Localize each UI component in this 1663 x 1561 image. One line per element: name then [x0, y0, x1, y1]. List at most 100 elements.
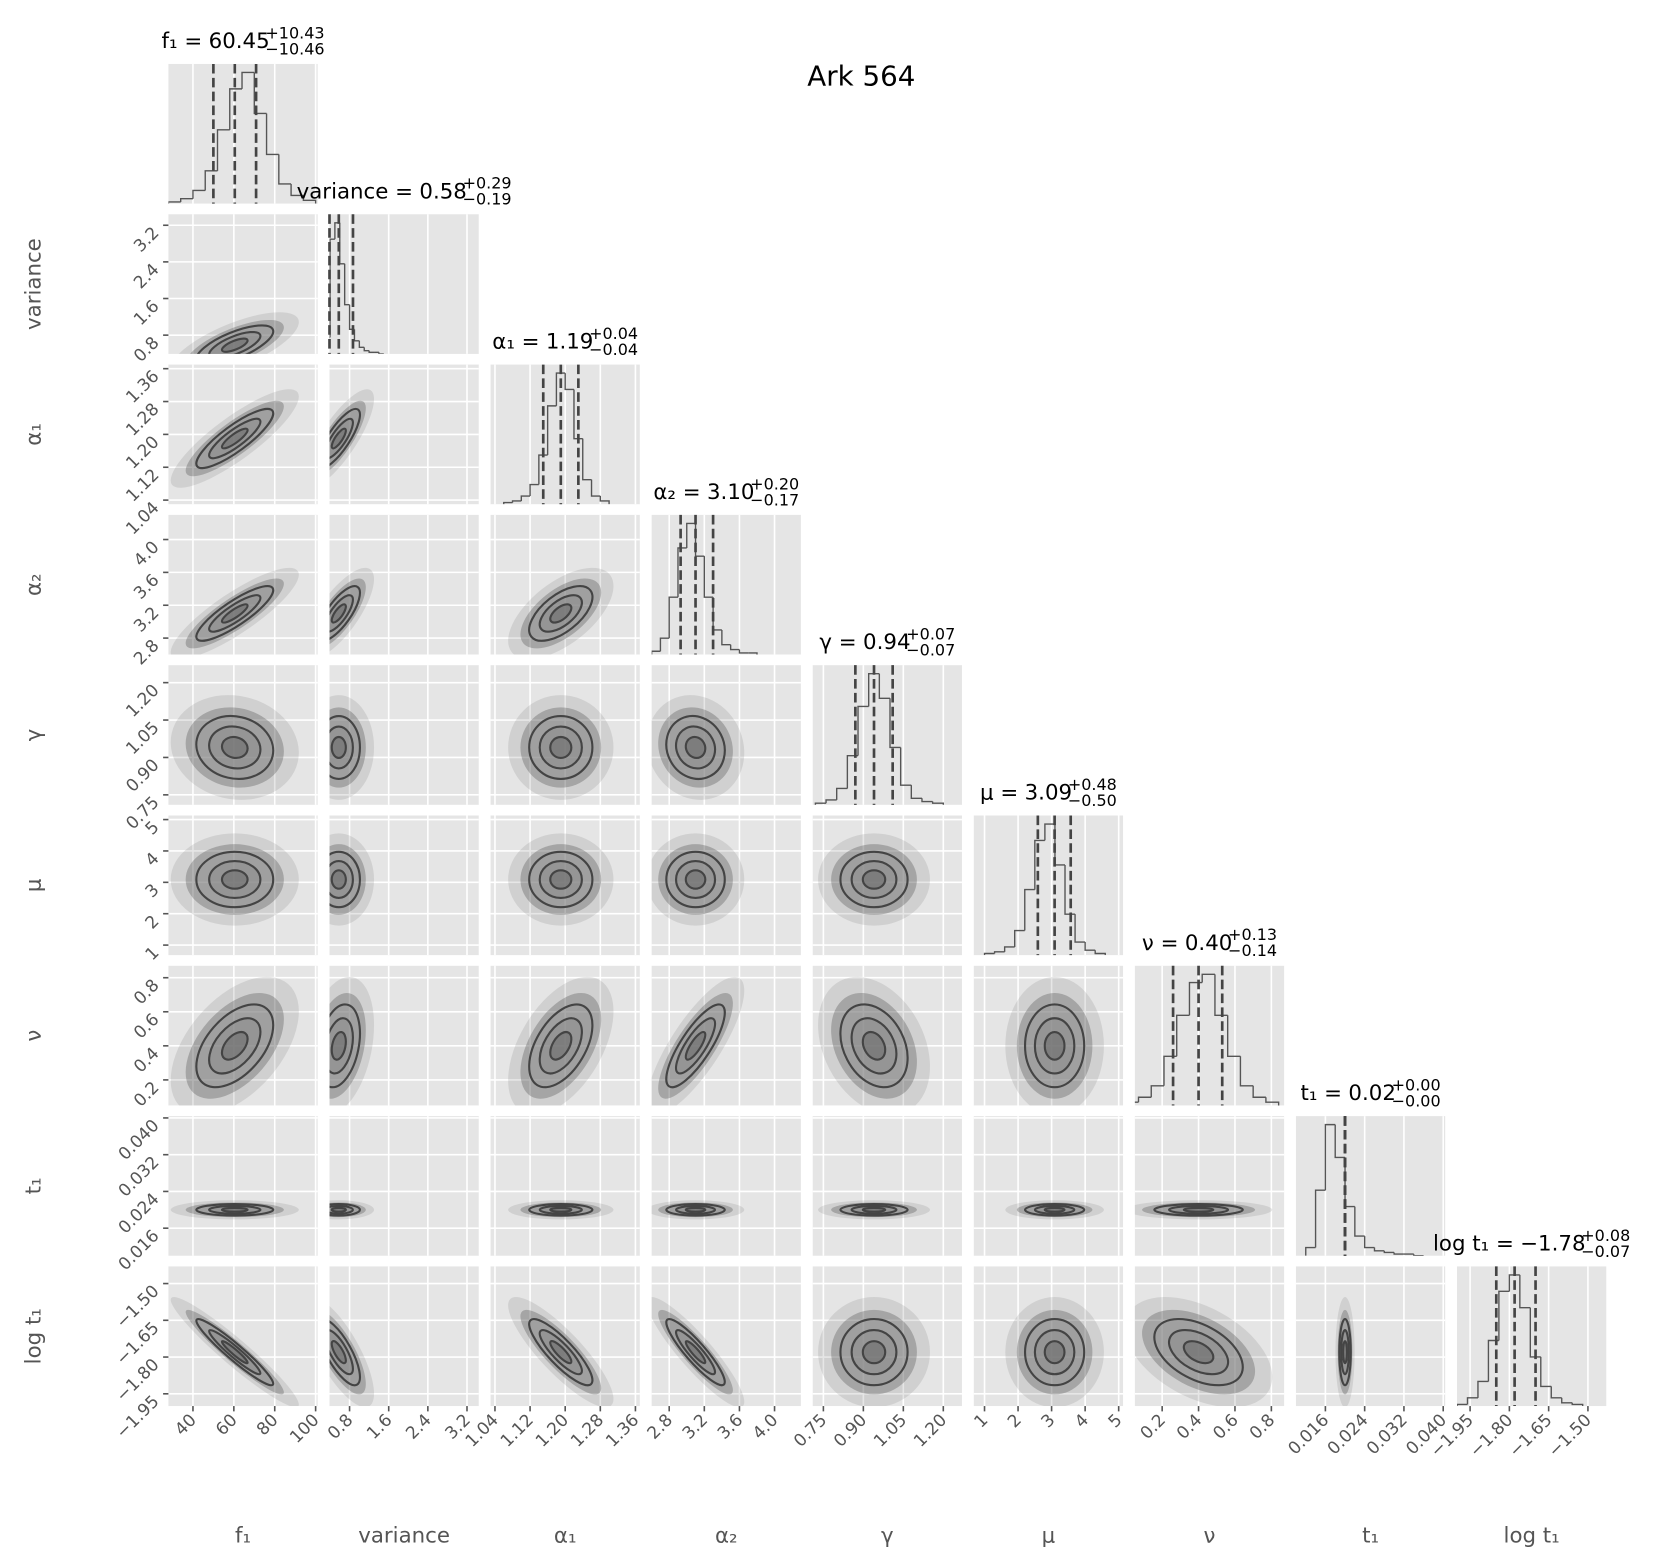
panel [973, 815, 1124, 956]
histogram-bin [1324, 1123, 1336, 1191]
panel [812, 965, 962, 1106]
panel-title-plus: +0.04 [589, 324, 638, 343]
contour [1043, 1030, 1066, 1061]
panel-title-plus: +0.20 [750, 474, 799, 493]
density [329, 695, 375, 800]
panel-title-text: ν = 0.40 [1142, 931, 1232, 956]
histogram-bin [921, 798, 933, 803]
histogram [503, 372, 610, 505]
density [818, 833, 930, 926]
y-tick-label: 4 [142, 849, 164, 871]
contour [549, 735, 573, 760]
histogram-bin [1084, 942, 1096, 951]
histogram-bin [1477, 1380, 1489, 1398]
contour [861, 1206, 887, 1213]
contour [684, 869, 707, 890]
histogram-bin [1457, 1403, 1468, 1407]
histogram-bin [599, 496, 610, 505]
panel-title-plus: +0.00 [1392, 1076, 1441, 1095]
histogram-bin [910, 785, 922, 799]
panel-title: α₂ = 3.10+0.20−0.17 [653, 474, 799, 509]
contour [549, 1030, 573, 1061]
panel-title-minus: −10.46 [265, 39, 324, 58]
contour [1182, 1340, 1215, 1365]
panel [168, 1266, 318, 1407]
y-tick-label: 4.0 [130, 537, 163, 570]
density [329, 1297, 375, 1407]
density [508, 1297, 614, 1407]
panel-title-minus: −0.00 [1392, 1092, 1441, 1111]
panel [329, 815, 479, 956]
density [651, 976, 745, 1106]
histogram-bin [180, 197, 193, 202]
histogram-bin [192, 189, 206, 199]
histogram-bin [729, 644, 740, 651]
histogram [983, 823, 1106, 956]
density [170, 1297, 299, 1407]
x-tick-label: 80 [253, 1410, 282, 1439]
histogram-bin [363, 347, 370, 352]
panel [812, 815, 962, 956]
x-axis-label: μ [1042, 1524, 1056, 1549]
histogram-bin [378, 352, 384, 354]
y-axis-label: α₂ [22, 573, 47, 596]
density [329, 1200, 375, 1220]
histogram-bin [1373, 1247, 1385, 1252]
panel-title-plus: +0.07 [906, 625, 955, 644]
panel [1134, 1116, 1285, 1256]
x-tick-label: 0.75 [790, 1410, 831, 1451]
x-axis-label: f₁ [235, 1524, 251, 1549]
histogram-bin [1176, 1014, 1190, 1057]
x-tick-label: 2.4 [402, 1410, 435, 1443]
histogram-bin [168, 201, 181, 204]
panel-title: γ = 0.94+0.07−0.07 [819, 625, 955, 660]
panel [812, 1116, 962, 1256]
panel-title-label: ν = [1142, 931, 1179, 956]
panel-title-value: 60.45 [209, 29, 270, 54]
y-tick-label: 3 [142, 880, 164, 902]
density [1134, 1200, 1273, 1220]
histogram-bin [353, 329, 360, 342]
x-tick-label: 1.05 [870, 1410, 911, 1451]
y-tick-label: 0.032 [115, 1153, 164, 1202]
contour [549, 603, 573, 624]
contour [220, 1030, 249, 1061]
density [170, 312, 299, 354]
x-tick-label: 1.12 [497, 1410, 538, 1451]
histogram-bin [1034, 839, 1045, 890]
panel-title-plus: +0.08 [1581, 1226, 1630, 1245]
y-axis-label: μ [22, 878, 47, 892]
panel-title-plus: +0.29 [463, 174, 512, 193]
contour [861, 869, 887, 890]
panel-title-text: t₁ = 0.02 [1300, 1081, 1395, 1106]
x-axis-label: t₁ [1362, 1524, 1379, 1549]
histogram-bin [931, 801, 944, 805]
contour [1342, 1340, 1349, 1365]
panel-title-label: α₁ = [492, 330, 539, 355]
histogram-bin [368, 350, 375, 353]
panel [329, 514, 479, 655]
panel [1295, 1116, 1446, 1256]
y-tick-label: 0.8 [130, 333, 163, 366]
contour [330, 735, 347, 760]
density [651, 1297, 745, 1407]
histogram-bin [825, 799, 837, 804]
y-tick-label: 5 [142, 817, 164, 839]
histogram-bin [1252, 1085, 1266, 1098]
density [508, 976, 614, 1106]
contour [330, 427, 347, 450]
histogram-bin [278, 154, 292, 185]
contour [220, 603, 249, 624]
panel-title: t₁ = 0.02+0.00−0.00 [1300, 1076, 1440, 1111]
histogram-bin [1201, 973, 1215, 983]
y-tick-label: 1.12 [122, 465, 163, 506]
contour [861, 1340, 887, 1365]
x-tick-label: 0.032 [1363, 1410, 1412, 1459]
x-tick-label: 0.6 [1209, 1410, 1242, 1443]
panel [651, 1116, 801, 1256]
panel-title-value: 3.10 [707, 480, 754, 505]
x-axis-label: ν [1204, 1524, 1216, 1549]
y-tick-label: 0.040 [115, 1116, 164, 1165]
x-tick-label: 2.8 [644, 1410, 677, 1443]
